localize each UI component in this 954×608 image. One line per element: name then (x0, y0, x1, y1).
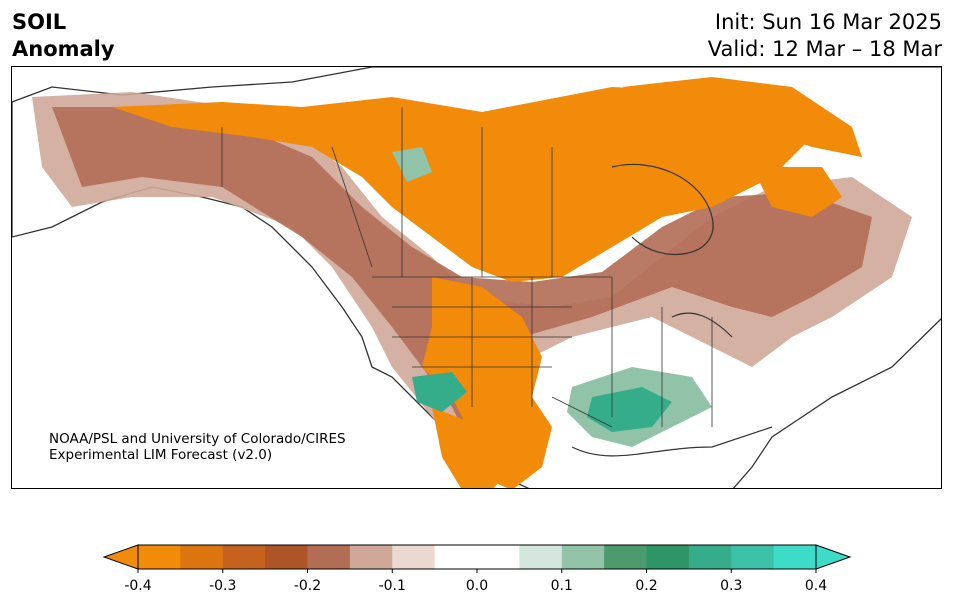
coastlines (571, 163, 773, 457)
map-canvas (12, 67, 941, 488)
valid-range: Valid: 12 Mar – 18 Mar (707, 37, 942, 61)
colorbar-tick-label: -0.1 (378, 578, 406, 594)
forecast-dates: Init: Sun 16 Mar 2025 Valid: 12 Mar – 18… (708, 9, 942, 63)
colorbar-tick-label: -0.3 (209, 578, 237, 594)
credit-line-1: NOAA/PSL and University of Colorado/CIRE… (49, 431, 346, 447)
map-title: SOIL Anomaly (12, 9, 115, 63)
anomaly-orange-plains (422, 277, 552, 488)
colorbar-segment (477, 545, 520, 569)
colorbar-segment (434, 545, 478, 569)
anomaly-orange-core (112, 87, 812, 282)
colorbar-segment (180, 545, 224, 569)
title-line-1: SOIL (12, 10, 67, 34)
colorbar-tick-label: 0.4 (804, 578, 828, 594)
credit-line-2: Experimental LIM Forecast (v2.0) (49, 447, 273, 463)
colorbar-tick-label: 0.2 (635, 578, 658, 594)
colorbar-segment (307, 545, 351, 569)
colorbar (102, 544, 852, 573)
init-date: Init: Sun 16 Mar 2025 (714, 10, 942, 34)
colorbar-segment (138, 545, 181, 569)
colorbar-segment (519, 545, 563, 569)
colorbar-tick-label: -0.2 (293, 578, 322, 594)
colorbar-segment (265, 545, 308, 569)
colorbar-tick-label: 0.3 (720, 578, 743, 594)
colorbar-extend-high (815, 544, 852, 570)
credit-text: NOAA/PSL and University of Colorado/CIRE… (49, 431, 346, 463)
colorbar-segment (646, 545, 690, 569)
colorbar-segment (222, 545, 266, 569)
colorbar-segment (688, 545, 732, 569)
political-borders (221, 107, 713, 428)
anomaly-green-southwest (412, 372, 467, 412)
colorbar-tick-label: 0.0 (465, 578, 489, 594)
colorbar-segment (561, 545, 605, 569)
colorbar-segment (773, 545, 817, 569)
colorbar-tick-label: -0.4 (124, 578, 152, 594)
colorbar-segments (102, 544, 852, 573)
anomaly-green-gulf-core (587, 387, 672, 432)
anomaly-map (11, 66, 942, 489)
colorbar-segment (392, 545, 436, 569)
anomaly-orange-mexico (432, 407, 512, 488)
title-line-2: Anomaly (12, 37, 115, 61)
colorbar-segment (731, 545, 775, 569)
colorbar-tick-label: 0.1 (550, 578, 573, 594)
anomaly-orange-greenland (622, 77, 862, 157)
colorbar-segment (604, 545, 647, 569)
colorbar-extend-low (102, 544, 139, 570)
colorbar-segment (349, 545, 393, 569)
anomaly-orange-quebec (752, 167, 842, 217)
